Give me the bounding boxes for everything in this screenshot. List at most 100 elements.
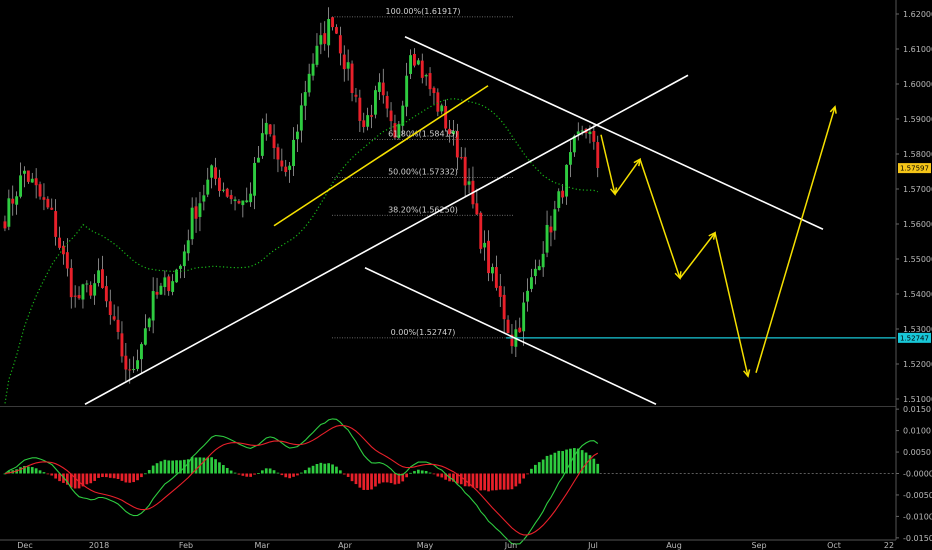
macd-histogram-bar (452, 473, 455, 482)
macd-histogram-bar (440, 473, 444, 478)
descending-resistance-line (404, 36, 824, 230)
candle (163, 277, 167, 288)
candle (580, 130, 584, 132)
candle (409, 55, 412, 74)
macd-histogram-bar (257, 473, 260, 474)
macd-histogram-bar (397, 473, 401, 484)
macd-histogram-bar (393, 473, 397, 485)
candle (194, 206, 198, 219)
macd-histogram-bar (491, 473, 494, 491)
macd-histogram-bar (565, 449, 568, 474)
candle (280, 160, 284, 167)
candle (506, 319, 510, 333)
macd-histogram-bar (385, 473, 389, 483)
macd-histogram-bar (268, 468, 272, 474)
macd-histogram-bar (214, 459, 217, 474)
macd-histogram-bar (319, 462, 323, 474)
candle (182, 251, 186, 267)
candle (62, 245, 65, 255)
macd-histogram-bar (54, 473, 57, 479)
candle (533, 268, 537, 277)
macd-histogram-bar (132, 473, 135, 483)
macd-histogram-bar (175, 460, 178, 474)
candle (428, 73, 432, 90)
macd-histogram-bar (261, 470, 264, 474)
candle (272, 135, 276, 149)
macd-histogram-bar (569, 448, 572, 474)
candle (420, 60, 424, 78)
candle (151, 291, 155, 321)
macd-histogram-bar (580, 450, 584, 474)
macd-histogram-bar (163, 459, 167, 474)
candles-layer (3, 7, 600, 384)
macd-histogram-bar (292, 473, 295, 477)
x-tick-label: May (417, 541, 434, 550)
macd-histogram-bar (97, 473, 100, 478)
macd-histogram-bar (339, 470, 342, 474)
candle (167, 276, 171, 292)
y-tick-label: 1.53000 (903, 325, 932, 334)
fibonacci-layer: 100.00%(1.61917) 61.80%(1.58415) 50.00%(1.… (332, 7, 896, 339)
macd-histogram-bar (85, 473, 89, 485)
candle (46, 198, 50, 208)
candle (101, 269, 104, 288)
macd-histogram-bar (237, 473, 241, 475)
candle (206, 179, 210, 195)
candle (112, 316, 116, 320)
candle (498, 285, 502, 297)
candle (335, 27, 338, 34)
candle (116, 319, 120, 332)
projection-segment (679, 232, 716, 279)
macd-histogram-bar (370, 473, 373, 490)
macd-histogram-bar (374, 473, 377, 487)
projection-layer (600, 105, 837, 378)
candle (26, 170, 30, 182)
candle (494, 267, 498, 288)
descending-support-line (364, 267, 657, 405)
candle (401, 105, 405, 126)
candle (479, 212, 483, 249)
macd-histogram-bar (541, 459, 545, 474)
macd-histogram-bar (58, 473, 61, 482)
candle (389, 110, 393, 122)
candle (171, 281, 175, 292)
candle (572, 135, 576, 153)
projection-segment (614, 158, 641, 195)
macd-histogram-bar (350, 473, 354, 482)
macd-histogram-bar (128, 473, 132, 483)
candle (202, 195, 206, 202)
macd-histogram-bar (108, 473, 112, 478)
macd-tick-label: -0.0100 (903, 512, 932, 521)
candle (73, 295, 77, 297)
candle (350, 63, 354, 93)
candle (588, 131, 592, 135)
support-price-badge-bg (898, 332, 931, 343)
candle (124, 355, 128, 370)
candle (69, 267, 73, 298)
candle (210, 165, 214, 178)
macd-histogram-bar (366, 473, 369, 490)
macd-histogram-bar (432, 473, 436, 475)
last-price-badge: 1.57597 (900, 165, 929, 173)
macd-histogram-bar (253, 473, 256, 475)
candle (459, 157, 463, 159)
candle (342, 54, 346, 70)
macd-histogram-bar (112, 473, 116, 479)
macd-histogram-bar (553, 452, 557, 474)
x-tick-label: Aug (666, 541, 682, 550)
macd-tick-label: -0.0150 (903, 534, 932, 543)
fib-level-label: 38.20%(1.56250) (388, 205, 458, 214)
macd-histogram-bar (46, 473, 50, 475)
candle (338, 35, 342, 54)
candle (136, 360, 139, 369)
macd-histogram-bar (69, 473, 73, 488)
macd-histogram-bar (3, 473, 7, 475)
projection-segment (639, 159, 681, 279)
candle (85, 283, 89, 285)
candle (463, 156, 467, 186)
candle (323, 33, 327, 44)
candle (467, 181, 471, 185)
macd-histogram-bar (561, 451, 564, 474)
macd-histogram-bar (34, 468, 38, 474)
candle (104, 286, 108, 302)
